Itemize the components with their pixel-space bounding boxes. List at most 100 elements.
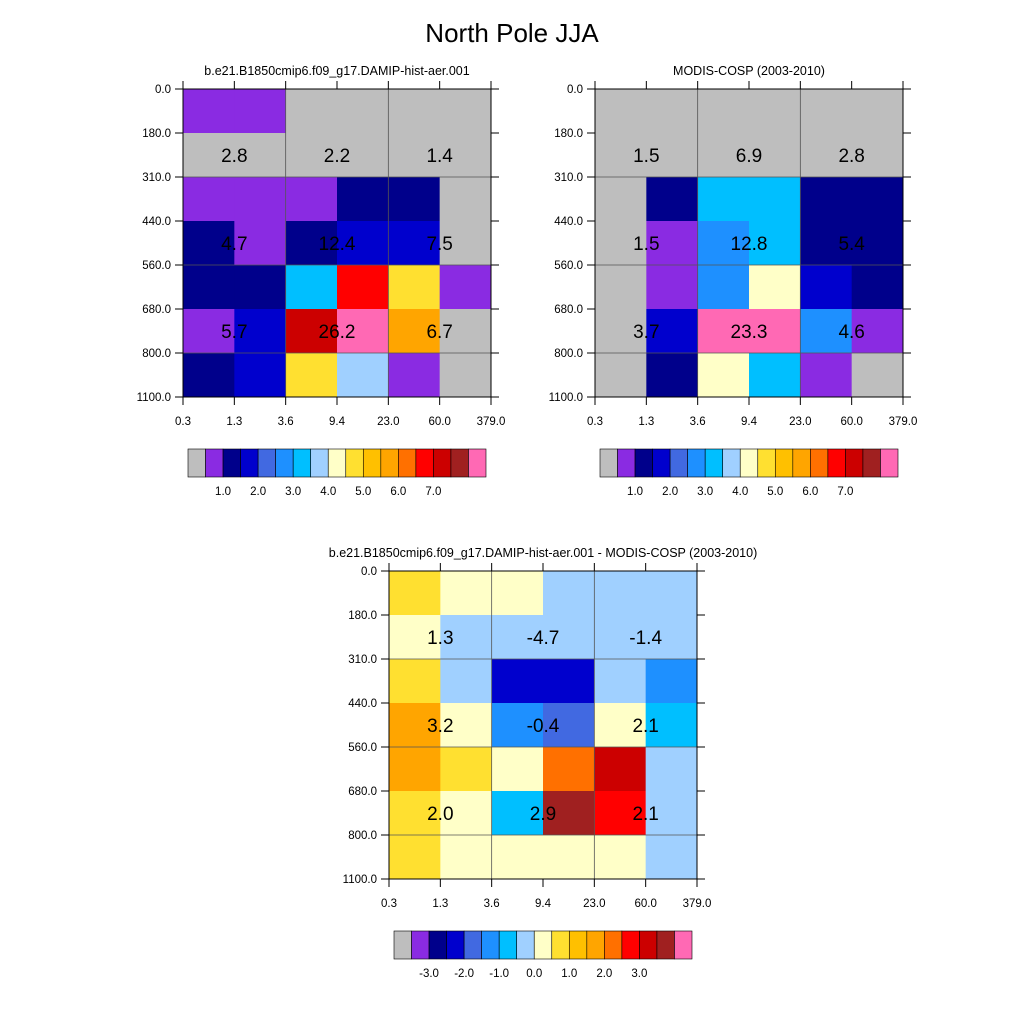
colorbar-swatch: [415, 448, 434, 478]
y-tick-label: 560.0: [348, 742, 377, 754]
colorbar-swatch: [880, 448, 899, 478]
heatmap-cell: [285, 89, 338, 134]
colorbar-label: -1.0: [489, 968, 509, 980]
heatmap-cell: [285, 133, 338, 178]
colorbar-label: 1.0: [215, 486, 231, 498]
colorbar-swatch: [862, 448, 881, 478]
colorbar-label: 5.0: [355, 486, 371, 498]
cell-value-label: 1.4: [426, 146, 453, 167]
heatmap-cell: [749, 89, 801, 134]
colorbar-swatch: [639, 930, 658, 960]
heatmap-cell: [388, 353, 441, 398]
colorbar-swatch: [187, 448, 206, 478]
heatmap-cell: [645, 703, 698, 748]
cell-value-label: -4.7: [527, 628, 560, 649]
colorbar-swatch: [398, 448, 417, 478]
heatmap-panel-3: b.e21.B1850cmip6.f09_g17.DAMIP-hist-aer.…: [329, 546, 757, 980]
heatmap-cell: [491, 571, 544, 616]
colorbar-label: -2.0: [454, 968, 474, 980]
heatmap-cell: [595, 221, 647, 266]
heatmap-cell: [697, 353, 750, 398]
cell-value-label: 3.2: [427, 716, 453, 737]
cell-value-label: 3.7: [633, 322, 659, 343]
colorbar-swatch: [586, 930, 605, 960]
heatmap-cell: [646, 309, 699, 354]
colorbar-swatch: [674, 930, 693, 960]
x-tick-label: 23.0: [583, 898, 605, 910]
colorbar-label: 6.0: [802, 486, 818, 498]
heatmap-cell: [388, 265, 441, 310]
y-tick-label: 1100.0: [549, 392, 583, 404]
colorbar-swatch: [380, 448, 399, 478]
heatmap-cell: [595, 177, 647, 222]
x-tick-label: 0.3: [175, 416, 191, 428]
colorbar-label: 7.0: [837, 486, 853, 498]
heatmap-cell: [543, 659, 595, 704]
colorbar-swatch: [481, 930, 500, 960]
cell-value-label: 2.8: [838, 146, 864, 167]
heatmap-cell: [594, 615, 647, 660]
heatmap-cell: [749, 309, 801, 354]
colorbar-label: 3.0: [285, 486, 301, 498]
heatmap-cell: [697, 309, 750, 354]
heatmap-cell: [183, 309, 235, 354]
heatmap-cell: [337, 265, 389, 310]
cell-value-label: 12.4: [319, 234, 356, 255]
colorbar-swatch: [704, 448, 724, 478]
y-tick-label: 0.0: [361, 566, 377, 578]
colorbar-swatch: [739, 448, 759, 478]
colorbar-swatch: [669, 448, 688, 478]
cell-value-label: 1.5: [633, 234, 659, 255]
y-tick-label: 800.0: [142, 348, 171, 360]
colorbar-swatch: [498, 930, 518, 960]
panel-title: b.e21.B1850cmip6.f09_g17.DAMIP-hist-aer.…: [204, 64, 469, 78]
colorbar-swatch: [757, 448, 776, 478]
colorbar-swatch: [845, 448, 864, 478]
heatmap-cell: [388, 133, 441, 178]
heatmap-cell: [388, 221, 441, 266]
heatmap-cell: [646, 133, 699, 178]
y-tick-label: 1100.0: [343, 874, 377, 886]
cell-value-label: 5.4: [838, 234, 865, 255]
colorbar-swatch: [327, 448, 347, 478]
colorbar-swatch: [257, 448, 276, 478]
y-tick-label: 560.0: [554, 260, 583, 272]
y-tick-label: 440.0: [142, 216, 171, 228]
heatmap-cell: [543, 835, 595, 880]
heatmap-cell: [646, 265, 699, 310]
colorbar-label: 2.0: [596, 968, 612, 980]
colorbar-label: 0.0: [526, 968, 542, 980]
heatmap-cell: [595, 353, 647, 398]
cell-value-label: 6.9: [736, 146, 762, 167]
cell-value-label: 2.1: [632, 804, 658, 825]
colorbar: 1.0 2.0 3.0 4.0 5.0 6.0 7.0: [187, 448, 487, 498]
cell-value-label: 23.3: [731, 322, 768, 343]
x-tick-label: 3.6: [278, 416, 294, 428]
x-tick-label: 60.0: [634, 898, 656, 910]
heatmap-cell: [491, 835, 544, 880]
x-tick-label: 23.0: [789, 416, 811, 428]
x-tick-label: 60.0: [840, 416, 862, 428]
colorbar-swatch: [292, 448, 312, 478]
figure-title: North Pole JJA: [425, 18, 599, 48]
cell-value-label: 2.1: [632, 716, 658, 737]
heatmap-cell: [439, 89, 492, 134]
heatmap-cell: [851, 221, 904, 266]
colorbar-label: 2.0: [250, 486, 266, 498]
heatmap-cell: [440, 571, 493, 616]
heatmap-cell: [543, 747, 595, 792]
cell-value-label: 2.9: [530, 804, 556, 825]
cell-value-label: -1.4: [629, 628, 662, 649]
heatmap-cell: [285, 177, 338, 222]
heatmap-cell: [595, 89, 647, 134]
y-tick-label: 1100.0: [137, 392, 171, 404]
heatmap-cell: [285, 265, 338, 310]
panel-title: b.e21.B1850cmip6.f09_g17.DAMIP-hist-aer.…: [329, 546, 757, 560]
cell-value-label: 2.2: [324, 146, 350, 167]
heatmap-cell: [543, 571, 595, 616]
colorbar-swatch: [516, 930, 535, 960]
colorbar-label: 5.0: [767, 486, 783, 498]
heatmap-cell: [389, 747, 441, 792]
